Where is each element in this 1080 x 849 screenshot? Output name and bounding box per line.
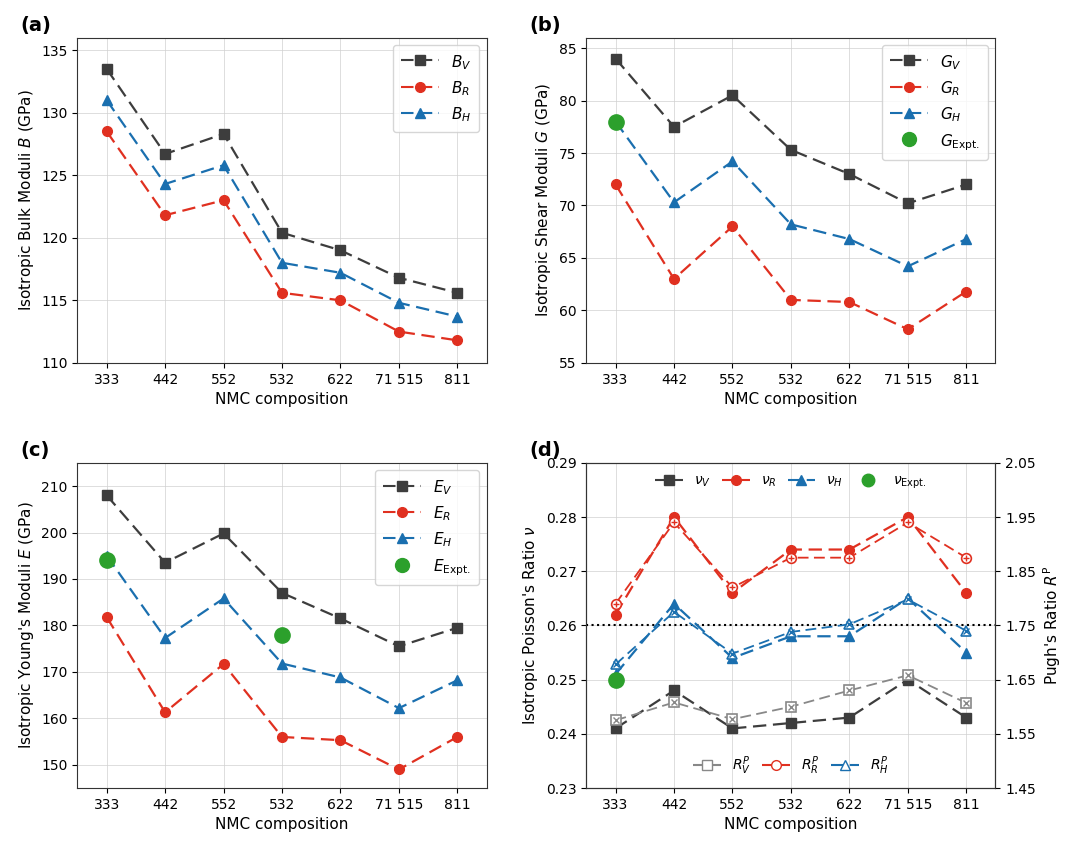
X-axis label: NMC composition: NMC composition	[725, 818, 858, 832]
Legend: $B_V$, $B_R$, $B_H$: $B_V$, $B_R$, $B_H$	[393, 45, 478, 132]
Text: (b): (b)	[529, 16, 561, 35]
Y-axis label: Isotropic Bulk Moduli $B$ (GPa): Isotropic Bulk Moduli $B$ (GPa)	[16, 89, 36, 312]
Legend: $R_V^P$, $R_R^P$, $R_H^P$: $R_V^P$, $R_R^P$, $R_H^P$	[689, 751, 892, 781]
Y-axis label: Pugh's Ratio $R^\mathrm{P}$: Pugh's Ratio $R^\mathrm{P}$	[1041, 565, 1064, 685]
Text: (c): (c)	[21, 441, 50, 460]
X-axis label: NMC composition: NMC composition	[725, 392, 858, 408]
Legend: $E_V$, $E_R$, $E_H$, $E_\mathrm{Expt.}$: $E_V$, $E_R$, $E_H$, $E_\mathrm{Expt.}$	[376, 470, 478, 585]
Text: (d): (d)	[529, 441, 561, 460]
X-axis label: NMC composition: NMC composition	[215, 392, 349, 408]
Y-axis label: Isotropic Shear Moduli $G$ (GPa): Isotropic Shear Moduli $G$ (GPa)	[535, 83, 553, 318]
X-axis label: NMC composition: NMC composition	[215, 818, 349, 832]
Y-axis label: Isotropic Young's Moduli $E$ (GPa): Isotropic Young's Moduli $E$ (GPa)	[16, 502, 36, 750]
Y-axis label: Isotropic Poisson's Ratio $\nu$: Isotropic Poisson's Ratio $\nu$	[522, 526, 540, 725]
Legend: $G_V$, $G_R$, $G_H$, $G_\mathrm{Expt.}$: $G_V$, $G_R$, $G_H$, $G_\mathrm{Expt.}$	[882, 45, 988, 160]
Text: (a): (a)	[21, 16, 51, 35]
